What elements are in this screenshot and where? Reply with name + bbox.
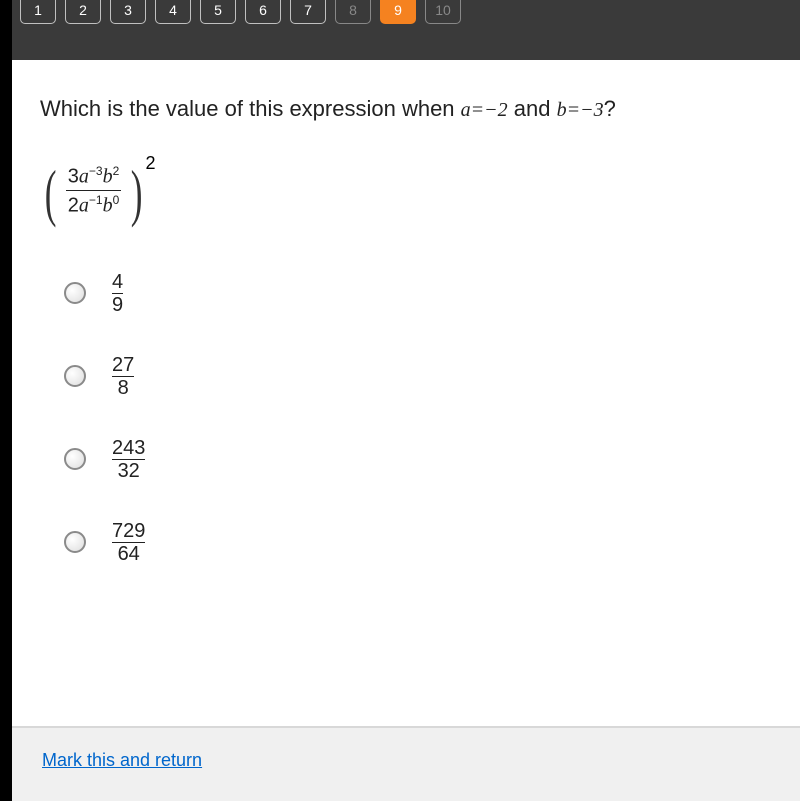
option-2-value: 27 8 bbox=[112, 354, 134, 399]
option-row: 27 8 bbox=[40, 354, 772, 399]
nav-tab-1[interactable]: 1 bbox=[20, 0, 56, 24]
answer-options: 4 9 27 8 243 32 729 64 bbox=[40, 271, 772, 565]
left-paren: ( bbox=[45, 163, 57, 223]
nav-tab-6[interactable]: 6 bbox=[245, 0, 281, 24]
option-row: 243 32 bbox=[40, 437, 772, 482]
nav-tab-5[interactable]: 5 bbox=[200, 0, 236, 24]
var-a: a bbox=[461, 99, 471, 121]
option-radio-4[interactable] bbox=[64, 531, 86, 553]
option-1-value: 4 9 bbox=[112, 271, 123, 316]
nav-tab-3[interactable]: 3 bbox=[110, 0, 146, 24]
math-expression: ( 3a−3b2 2a−1b0 ) 2 bbox=[40, 163, 162, 223]
option-row: 4 9 bbox=[40, 271, 772, 316]
var-b: b bbox=[557, 99, 567, 121]
question-and: and bbox=[508, 96, 557, 121]
option-row: 729 64 bbox=[40, 520, 772, 565]
question-suffix: ? bbox=[604, 96, 616, 121]
eq-b: =−3 bbox=[567, 99, 604, 121]
nav-tab-9[interactable]: 9 bbox=[380, 0, 416, 24]
option-radio-1[interactable] bbox=[64, 282, 86, 304]
nav-tab-7[interactable]: 7 bbox=[290, 0, 326, 24]
expression-numerator: 3a−3b2 bbox=[66, 164, 122, 191]
left-edge-bar bbox=[0, 0, 12, 801]
nav-tab-8[interactable]: 8 bbox=[335, 0, 371, 24]
question-content: Which is the value of this expression wh… bbox=[12, 60, 800, 726]
option-radio-2[interactable] bbox=[64, 365, 86, 387]
option-4-value: 729 64 bbox=[112, 520, 145, 565]
question-text: Which is the value of this expression wh… bbox=[40, 94, 772, 125]
right-paren: ) bbox=[131, 163, 143, 223]
mark-and-return-link[interactable]: Mark this and return bbox=[42, 750, 202, 770]
outer-exponent: 2 bbox=[145, 153, 155, 173]
nav-tab-10[interactable]: 10 bbox=[425, 0, 461, 24]
footer-bar: Mark this and return bbox=[12, 726, 800, 801]
eq-a: =−2 bbox=[471, 99, 508, 121]
nav-tab-4[interactable]: 4 bbox=[155, 0, 191, 24]
option-3-value: 243 32 bbox=[112, 437, 145, 482]
expression-denominator: 2a−1b0 bbox=[66, 190, 122, 218]
nav-tab-2[interactable]: 2 bbox=[65, 0, 101, 24]
expression-fraction: 3a−3b2 2a−1b0 bbox=[66, 164, 122, 218]
option-radio-3[interactable] bbox=[64, 448, 86, 470]
question-nav-strip: 1 2 3 4 5 6 7 8 9 10 bbox=[12, 0, 800, 60]
question-prefix: Which is the value of this expression wh… bbox=[40, 96, 461, 121]
